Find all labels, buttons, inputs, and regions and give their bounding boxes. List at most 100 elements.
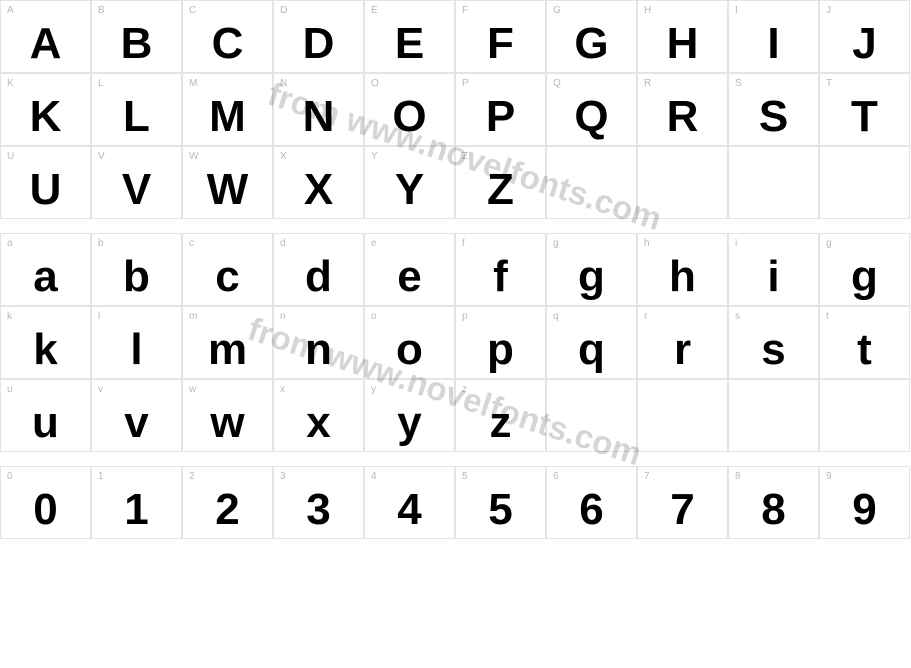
empty-cell [546,146,637,219]
glyph-cell: SS [728,73,819,146]
key-label: g [553,238,559,249]
key-label: Q [553,78,561,89]
key-label: 4 [371,471,377,482]
glyph: B [92,22,181,66]
glyph: N [274,95,363,139]
glyph-cell: XX [273,146,364,219]
key-label: T [826,78,832,89]
empty-cell [637,379,728,452]
glyph-cell: JJ [819,0,910,73]
glyph: J [820,22,909,66]
glyph-cell: 44 [364,466,455,539]
glyph: 3 [274,488,363,532]
glyph-cell: YY [364,146,455,219]
glyph-cell: ss [728,306,819,379]
key-label: l [98,311,100,322]
key-label: C [189,5,196,16]
glyph-cell: PP [455,73,546,146]
empty-cell [819,146,910,219]
glyph: H [638,22,727,66]
empty-cell [728,379,819,452]
key-label: B [98,5,105,16]
glyph: x [274,401,363,445]
key-label: O [371,78,379,89]
key-label: G [553,5,561,16]
glyph: U [1,168,90,212]
key-label: m [189,311,197,322]
glyph-cell: KK [0,73,91,146]
key-label: 8 [735,471,741,482]
glyph-cell: MM [182,73,273,146]
key-label: p [462,311,468,322]
key-label: A [7,5,14,16]
glyph: E [365,22,454,66]
glyph: V [92,168,181,212]
glyph-cell: RR [637,73,728,146]
glyph: s [729,328,818,372]
glyph: K [1,95,90,139]
key-label: 0 [7,471,13,482]
glyph-cell: ww [182,379,273,452]
key-label: R [644,78,651,89]
glyph: G [547,22,636,66]
glyph: 4 [365,488,454,532]
glyph-grid: 00112233445566778899 [0,466,911,539]
glyph-cell: 00 [0,466,91,539]
key-label: D [280,5,287,16]
glyph: 0 [1,488,90,532]
glyph: h [638,255,727,299]
key-label: q [553,311,559,322]
key-label: a [7,238,13,249]
key-label: t [826,311,829,322]
glyph-cell: 55 [455,466,546,539]
key-label: 7 [644,471,650,482]
key-label: H [644,5,651,16]
glyph-cell: AA [0,0,91,73]
glyph-cell: WW [182,146,273,219]
glyph: O [365,95,454,139]
key-label: S [735,78,742,89]
glyph-cell: LL [91,73,182,146]
key-label: s [735,311,740,322]
key-label: J [826,5,831,16]
glyph: Y [365,168,454,212]
glyph: S [729,95,818,139]
glyph-cell: TT [819,73,910,146]
key-label: h [644,238,650,249]
glyph-cell: kk [0,306,91,379]
glyph: d [274,255,363,299]
glyph: c [183,255,272,299]
glyph: g [547,255,636,299]
glyph-cell: EE [364,0,455,73]
glyph-cell: 11 [91,466,182,539]
glyph: l [92,328,181,372]
glyph-cell: HH [637,0,728,73]
glyph-cell: ii [728,233,819,306]
glyph-cell: yy [364,379,455,452]
key-label: L [98,78,104,89]
glyph: u [1,401,90,445]
glyph-cell: II [728,0,819,73]
glyph-cell: rr [637,306,728,379]
glyph-cell: OO [364,73,455,146]
glyph-cell: aa [0,233,91,306]
glyph: Z [456,168,545,212]
section-spacer [0,219,911,233]
glyph-cell: GG [546,0,637,73]
glyph: i [729,255,818,299]
glyph-grid: AABBCCDDEEFFGGHHIIJJKKLLMMNNOOPPQQRRSSTT… [0,0,911,219]
glyph-cell: hh [637,233,728,306]
glyph: F [456,22,545,66]
glyph: P [456,95,545,139]
glyph-cell: BB [91,0,182,73]
glyph-cell: pp [455,306,546,379]
glyph-cell: gg [546,233,637,306]
glyph-cell: mm [182,306,273,379]
glyph-cell: uu [0,379,91,452]
key-label: P [462,78,469,89]
key-label: W [189,151,198,162]
glyph: T [820,95,909,139]
glyph: 7 [638,488,727,532]
empty-cell [546,379,637,452]
glyph-cell: 66 [546,466,637,539]
